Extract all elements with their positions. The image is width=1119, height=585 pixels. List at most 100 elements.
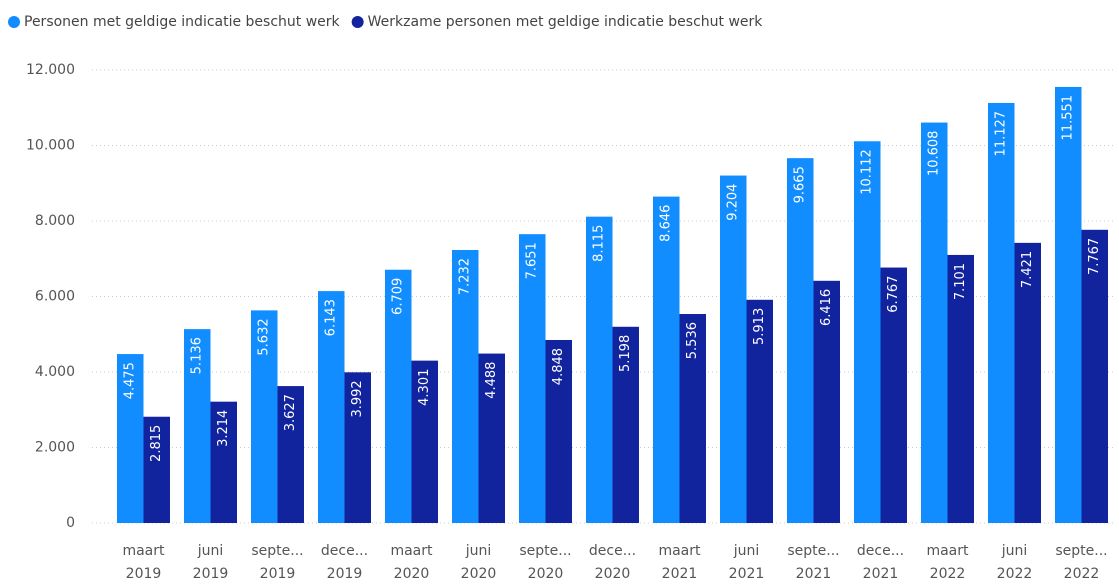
legend-label: Personen met geldige indicatie beschut w… bbox=[24, 14, 341, 30]
value-label: 10.112 bbox=[860, 149, 875, 195]
value-label: 7.232 bbox=[458, 258, 473, 295]
x-tick-label: juni bbox=[1001, 543, 1028, 559]
bar bbox=[385, 269, 412, 523]
y-tick-label: 0 bbox=[66, 515, 75, 531]
bar bbox=[720, 175, 747, 523]
value-label: 4.488 bbox=[484, 362, 499, 399]
bar bbox=[921, 122, 948, 523]
value-label: 8.646 bbox=[659, 205, 674, 242]
y-tick-label: 2.000 bbox=[35, 440, 75, 456]
value-label: 5.136 bbox=[190, 337, 205, 374]
x-tick-label: 2019 bbox=[193, 566, 229, 582]
bar bbox=[251, 310, 278, 523]
bar bbox=[653, 196, 680, 523]
x-tick-label: 2020 bbox=[461, 566, 497, 582]
legend-swatch bbox=[351, 16, 364, 28]
bar bbox=[184, 329, 211, 523]
bar bbox=[478, 353, 505, 523]
bar bbox=[1014, 242, 1041, 524]
bar bbox=[787, 158, 814, 524]
x-tick-label: maart bbox=[658, 543, 701, 559]
x-tick-label: 2022 bbox=[997, 566, 1033, 582]
bar bbox=[813, 280, 840, 523]
y-tick-label: 12.000 bbox=[26, 62, 75, 78]
x-tick-label: 2021 bbox=[662, 566, 698, 582]
value-label: 9.204 bbox=[726, 184, 741, 221]
legend-label: Werkzame personen met geldige indicatie … bbox=[368, 14, 764, 30]
y-tick-label: 8.000 bbox=[35, 213, 75, 229]
bar bbox=[679, 314, 706, 523]
value-label: 7.101 bbox=[953, 263, 968, 300]
bar bbox=[277, 386, 304, 523]
x-tick-label: maart bbox=[926, 543, 969, 559]
y-tick-label: 10.000 bbox=[26, 138, 75, 154]
x-tick-label: dece... bbox=[589, 543, 636, 559]
bar bbox=[1081, 229, 1108, 523]
bar bbox=[318, 291, 345, 523]
bar bbox=[880, 267, 907, 523]
value-label: 7.651 bbox=[525, 242, 540, 279]
value-label: 5.536 bbox=[685, 322, 700, 359]
bar bbox=[210, 401, 237, 523]
y-tick-label: 6.000 bbox=[35, 289, 75, 305]
value-label: 3.214 bbox=[216, 410, 231, 447]
x-tick-label: septe... bbox=[1055, 543, 1107, 559]
x-tick-label: 2022 bbox=[930, 566, 966, 582]
value-label: 4.475 bbox=[123, 362, 138, 399]
bar bbox=[545, 339, 572, 523]
x-tick-label: 2022 bbox=[1064, 566, 1100, 582]
x-tick-label: dece... bbox=[857, 543, 904, 559]
value-label: 7.421 bbox=[1020, 251, 1035, 288]
value-label: 6.709 bbox=[391, 278, 406, 315]
x-tick-label: juni bbox=[197, 543, 224, 559]
bar bbox=[586, 216, 613, 523]
x-tick-label: juni bbox=[465, 543, 492, 559]
x-tick-label: 2019 bbox=[327, 566, 363, 582]
x-tick-label: maart bbox=[122, 543, 165, 559]
value-label: 11.551 bbox=[1061, 95, 1076, 141]
x-tick-label: septe... bbox=[251, 543, 303, 559]
value-label: 6.143 bbox=[324, 299, 339, 336]
bar bbox=[344, 372, 371, 523]
value-label: 4.301 bbox=[417, 369, 432, 406]
bar bbox=[612, 326, 639, 523]
value-label: 7.767 bbox=[1087, 238, 1102, 275]
value-label: 5.913 bbox=[752, 308, 767, 345]
x-tick-label: 2020 bbox=[394, 566, 430, 582]
value-label: 11.127 bbox=[994, 111, 1009, 157]
x-tick-label: maart bbox=[390, 543, 433, 559]
bar bbox=[854, 141, 881, 523]
bar bbox=[988, 102, 1015, 523]
value-label: 10.608 bbox=[927, 131, 942, 177]
x-tick-label: 2020 bbox=[528, 566, 564, 582]
bar bbox=[519, 234, 546, 523]
x-tick-label: 2021 bbox=[796, 566, 832, 582]
x-tick-label: 2019 bbox=[260, 566, 296, 582]
value-label: 5.632 bbox=[257, 318, 272, 355]
value-label: 6.767 bbox=[886, 276, 901, 313]
x-tick-label: 2019 bbox=[126, 566, 162, 582]
x-tick-label: septe... bbox=[519, 543, 571, 559]
x-tick-label: 2020 bbox=[595, 566, 631, 582]
value-label: 9.665 bbox=[793, 166, 808, 203]
bar bbox=[1055, 86, 1082, 523]
y-tick-label: 4.000 bbox=[35, 364, 75, 380]
value-label: 8.115 bbox=[592, 225, 607, 262]
bar bbox=[746, 299, 773, 523]
bar bbox=[117, 354, 144, 523]
value-label: 3.627 bbox=[283, 394, 298, 431]
value-label: 6.416 bbox=[819, 289, 834, 326]
bar bbox=[411, 360, 438, 523]
legend-swatch bbox=[8, 16, 20, 28]
bar bbox=[947, 254, 974, 523]
bar bbox=[452, 249, 479, 523]
bar bbox=[143, 416, 170, 523]
x-tick-label: dece... bbox=[321, 543, 368, 559]
value-label: 5.198 bbox=[618, 335, 633, 372]
x-tick-label: juni bbox=[733, 543, 760, 559]
x-tick-label: 2021 bbox=[729, 566, 765, 582]
value-label: 2.815 bbox=[149, 425, 164, 462]
x-tick-label: 2021 bbox=[863, 566, 899, 582]
value-label: 3.992 bbox=[350, 380, 365, 417]
